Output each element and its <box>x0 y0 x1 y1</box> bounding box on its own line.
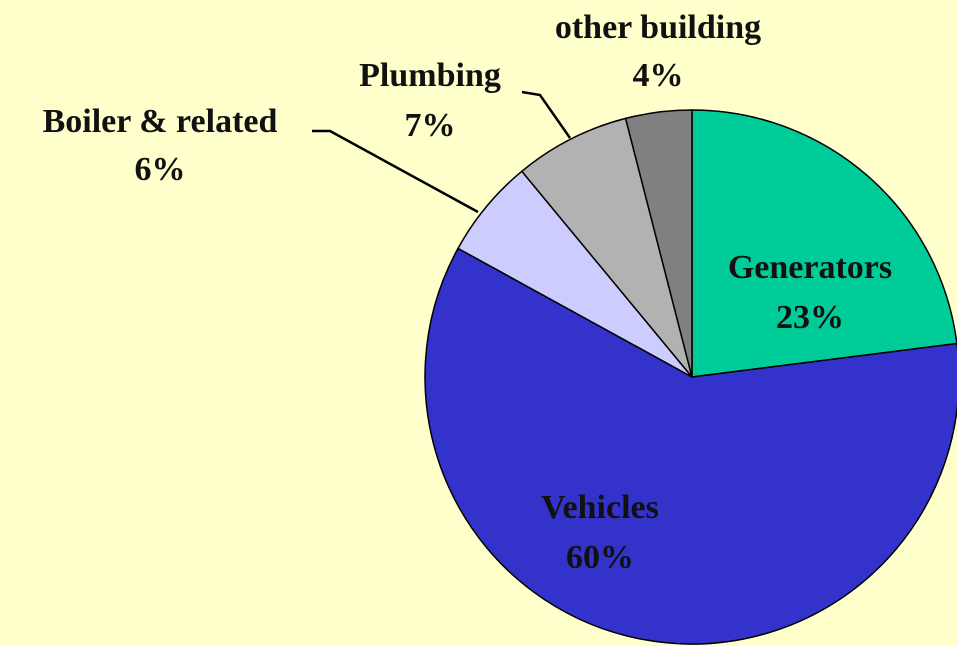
slice-label: other building <box>555 9 761 46</box>
value-label: 60% <box>566 539 634 576</box>
slice-label: Boiler & related <box>43 103 278 140</box>
slices <box>424 109 957 645</box>
value-label: 4% <box>633 57 684 94</box>
labels: Generators 23% Vehicles 60% Boiler & related… <box>43 9 893 576</box>
slice-label: Generators <box>728 249 892 286</box>
leader-line <box>521 90 572 139</box>
value-label: 7% <box>405 107 456 144</box>
leader-line <box>312 129 479 214</box>
value-label: 23% <box>776 299 844 336</box>
pie-slice <box>624 109 693 378</box>
value-label: 6% <box>135 151 186 188</box>
pie-slice <box>520 117 693 378</box>
slice-label: Vehicles <box>541 489 659 526</box>
pie-slice <box>424 247 957 645</box>
slice-label: Plumbing <box>359 57 501 94</box>
pie-slice <box>691 109 957 378</box>
